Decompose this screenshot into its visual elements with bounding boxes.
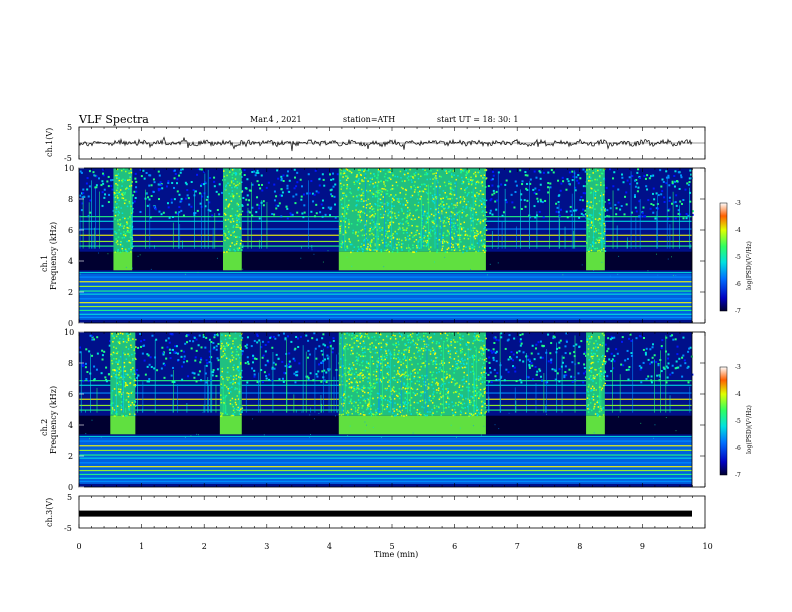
ch3-ylabel: ch.3(V) [45,498,54,527]
freq-tick-label: 10 [64,164,74,173]
ch1-spec-ylabel-freq: Frequency (kHz) [49,222,58,290]
x-tick-label: 2 [202,542,207,551]
ch1-ytick-bottom: -5 [64,154,72,163]
ch2-colorbar: -3 -4 -5 -6 -7 log(PSD)(V²/Hz) [719,364,753,479]
ch2-spec-ylabel-freq: Frequency (kHz) [49,386,58,454]
x-tick-label: 0 [77,542,82,551]
freq-tick-label: 10 [64,328,74,337]
ch1-freq-ticks: 0 2 4 6 8 10 [64,164,705,328]
x-tick-label: 3 [264,542,269,551]
ch2-spec-ylabel-channel: ch.2 [40,419,49,436]
cb2-tick: -7 [735,472,741,479]
cb1-label: log(PSD)(V²/Hz) [746,241,753,290]
freq-tick-label: 0 [68,319,73,328]
x-tick-label: 1 [139,542,144,551]
cb1-tick: -3 [735,200,741,207]
date-label: Mar.4 , 2021 [250,115,302,124]
cb2-tick: -5 [735,418,741,425]
ch1-ylabel: ch.1(V) [45,128,54,157]
time-axis-label: Time (min) [374,550,418,559]
freq-tick-label: 4 [68,421,73,430]
x-tick-label: 9 [640,542,645,551]
freq-tick-label: 2 [68,288,73,297]
ch1-spectrogram-panel: 0 2 4 6 8 10 ch.1 Frequency (kHz) [40,164,706,328]
cb1-tick: -7 [735,308,741,315]
start-time-label: start UT = 18: 30: 1 [437,115,518,124]
freq-tick-label: 6 [68,390,73,399]
freq-tick-label: 8 [68,359,73,368]
ch1-trace [78,136,693,152]
ch1-ytick-top: 5 [67,123,72,132]
x-tick-label: 5 [390,542,395,551]
x-tick-label: 6 [452,542,457,551]
freq-tick-label: 4 [68,257,73,266]
cb2-tick: -4 [735,391,741,398]
ch3-timeseries-panel: 5 -5 ch.3(V) [45,493,706,533]
ch3-ytick-top: 5 [67,493,72,502]
ch1-timeseries-panel: 5 -5 ch.1(V) [45,123,706,163]
cb2-label: log(PSD)(V²/Hz) [746,405,753,454]
cb2-tick: -6 [735,445,741,452]
freq-tick-label: 8 [68,195,73,204]
ch1-colorbar: -3 -4 -5 -6 -7 log(PSD)(V²/Hz) [719,200,753,315]
ch2-spectrogram-panel: 0 2 4 6 8 10 ch.2 Frequency (kHz) [40,328,706,492]
cb1-tick: -5 [735,254,741,261]
freq-tick-label: 0 [68,483,73,492]
time-axis-labels: 0 1 2 3 4 5 6 7 8 9 10 [77,542,713,551]
x-tick-label: 4 [327,542,332,551]
x-tick-label: 8 [577,542,582,551]
ch2-spectrogram [79,332,694,487]
station-label: station=ATH [343,115,395,124]
time-axis-ticks [78,127,706,528]
ch1-spec-ylabel-channel: ch.1 [40,255,49,272]
ch3-ytick-bottom: -5 [64,524,72,533]
ch3-trace [79,510,692,517]
figure-title: VLF Spectra [78,113,149,126]
ch1-spectrogram [79,168,694,323]
freq-tick-label: 2 [68,452,73,461]
cb1-tick: -4 [735,227,741,234]
cb2-tick: -3 [735,364,741,371]
x-tick-label: 10 [703,542,713,551]
cb1-tick: -6 [735,281,741,288]
freq-tick-label: 6 [68,226,73,235]
x-tick-label: 7 [515,542,520,551]
ch2-freq-ticks: 0 2 4 6 8 10 [64,328,705,492]
